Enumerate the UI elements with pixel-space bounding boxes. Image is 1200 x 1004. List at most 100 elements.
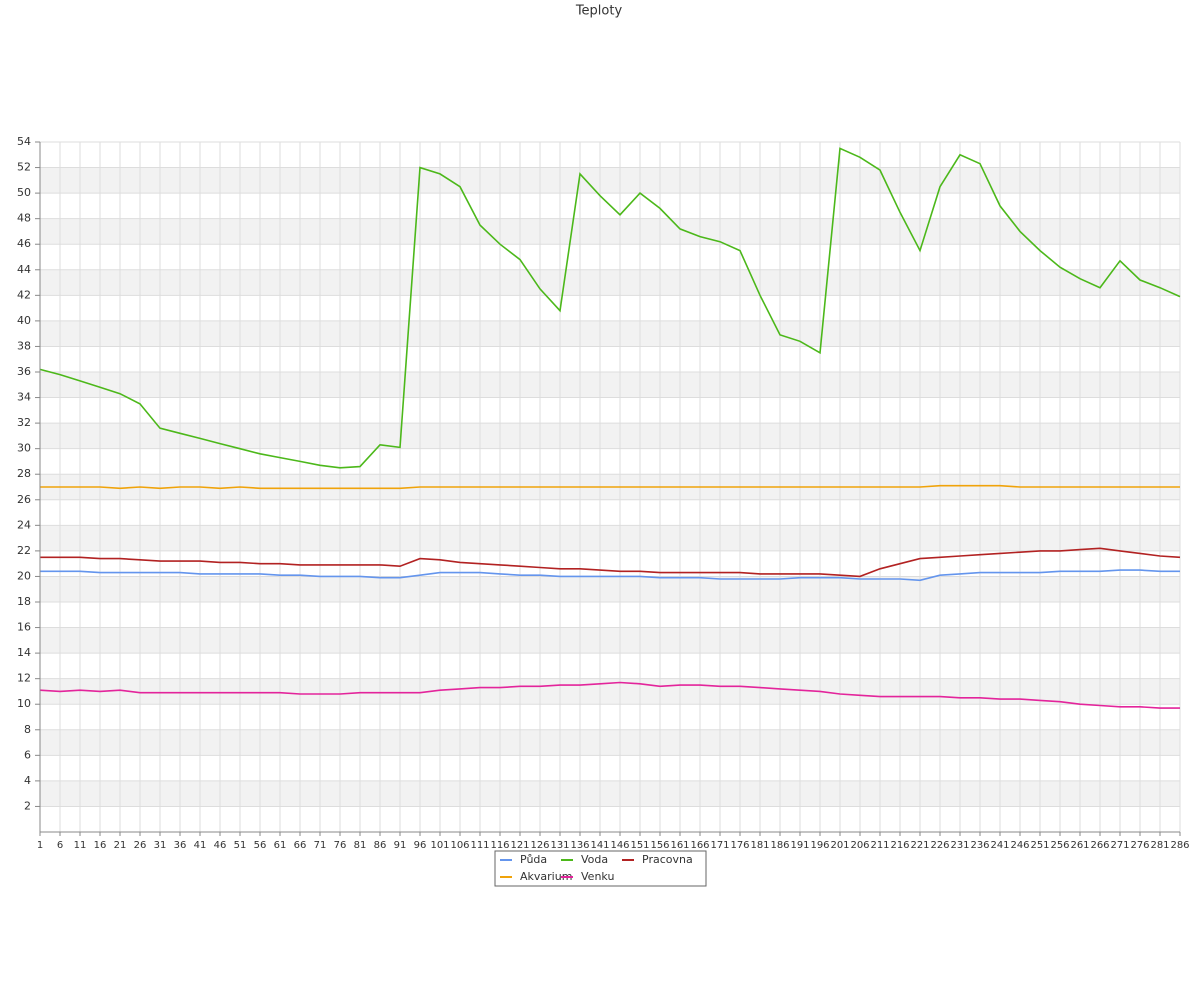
x-tick-label: 21 xyxy=(114,840,127,851)
grid-band xyxy=(40,576,1180,602)
y-tick-label: 44 xyxy=(17,263,31,276)
grid-band xyxy=(40,269,1180,296)
legend-label: Akvarium xyxy=(520,870,572,883)
y-tick-label: 46 xyxy=(17,237,31,250)
y-tick-label: 20 xyxy=(17,569,31,582)
x-tick-label: 241 xyxy=(990,840,1009,851)
x-tick-label: 256 xyxy=(1050,840,1069,851)
y-tick-label: 18 xyxy=(17,595,31,608)
x-tick-label: 66 xyxy=(294,840,307,851)
x-tick-label: 271 xyxy=(1110,840,1129,851)
x-tick-label: 231 xyxy=(950,840,969,851)
x-tick-label: 286 xyxy=(1170,840,1189,851)
y-tick-label: 48 xyxy=(17,212,31,225)
x-tick-label: 161 xyxy=(670,840,689,851)
y-tick-label: 24 xyxy=(17,518,31,531)
legend: Půda Voda Pracovna Akvarium Venku xyxy=(500,853,693,883)
x-tick-label: 206 xyxy=(850,840,869,851)
x-tick-label: 251 xyxy=(1030,840,1049,851)
y-tick-label: 14 xyxy=(17,646,31,659)
y-tick-label: 2 xyxy=(24,799,31,812)
x-tick-label: 101 xyxy=(430,840,449,851)
x-tick-label: 166 xyxy=(690,840,709,851)
x-tick-label: 236 xyxy=(970,840,989,851)
x-tick-label: 126 xyxy=(530,840,549,851)
x-tick-label: 86 xyxy=(374,840,387,851)
x-tick-label: 176 xyxy=(730,840,749,851)
x-tick-label: 1 xyxy=(37,840,43,851)
y-tick-label: 42 xyxy=(17,288,31,301)
series-line xyxy=(40,569,1180,582)
x-tick-label: 136 xyxy=(570,840,589,851)
x-tick-label: 56 xyxy=(254,840,267,851)
x-tick-label: 226 xyxy=(930,840,949,851)
x-tick-label: 116 xyxy=(490,840,509,851)
y-tick-label: 26 xyxy=(17,493,31,506)
x-tick-label: 71 xyxy=(314,840,327,851)
x-tick-label: 246 xyxy=(1010,840,1029,851)
x-tick-label: 36 xyxy=(174,840,187,851)
y-tick-label: 4 xyxy=(24,774,31,787)
x-tick-label: 91 xyxy=(394,840,407,851)
y-tick-label: 6 xyxy=(24,748,31,761)
y-tick-label: 40 xyxy=(17,314,31,327)
x-tick-label: 41 xyxy=(194,840,207,851)
x-tick-label: 211 xyxy=(870,840,889,851)
grid-band xyxy=(40,167,1180,194)
x-tick-label: 106 xyxy=(450,840,469,851)
x-tick-label: 196 xyxy=(810,840,829,851)
x-tick-label: 76 xyxy=(334,840,347,851)
grid-band xyxy=(40,780,1180,807)
x-tick-label: 181 xyxy=(750,840,769,851)
x-tick-label: 31 xyxy=(154,840,167,851)
legend-label: Venku xyxy=(581,870,614,883)
y-tick-label: 32 xyxy=(17,416,31,429)
legend-label: Půda xyxy=(520,853,547,866)
grid-band xyxy=(40,525,1180,551)
x-tick-label: 186 xyxy=(770,840,789,851)
x-tick-label: 81 xyxy=(354,840,367,851)
x-tick-label: 121 xyxy=(510,840,529,851)
x-tick-label: 146 xyxy=(610,840,629,851)
y-tick-label: 50 xyxy=(17,186,31,199)
grid-band xyxy=(40,218,1180,245)
grid-band xyxy=(40,372,1180,398)
y-tick-label: 12 xyxy=(17,672,31,685)
y-tick-label: 38 xyxy=(17,339,31,352)
x-tick-label: 191 xyxy=(790,840,809,851)
legend-label: Pracovna xyxy=(642,853,693,866)
series-line xyxy=(40,547,1181,578)
grid-band xyxy=(40,320,1180,347)
series-line xyxy=(39,681,1180,709)
x-tick-label: 281 xyxy=(1150,840,1169,851)
x-tick-label: 216 xyxy=(890,840,909,851)
grid-band xyxy=(40,729,1180,756)
x-tick-label: 141 xyxy=(590,840,609,851)
legend-label: Voda xyxy=(581,853,608,866)
x-tick-label: 11 xyxy=(74,840,87,851)
grid-band xyxy=(40,423,1180,449)
y-tick-label: 22 xyxy=(17,544,31,557)
x-tick-label: 6 xyxy=(57,840,63,851)
x-tick-label: 96 xyxy=(414,840,427,851)
y-tick-label: 54 xyxy=(17,135,31,148)
y-tick-label: 10 xyxy=(17,697,31,710)
y-tick-label: 30 xyxy=(17,442,31,455)
axes: 2468101214161820222426283032343638404244… xyxy=(17,135,1190,851)
x-tick-label: 171 xyxy=(710,840,729,851)
x-tick-label: 46 xyxy=(214,840,227,851)
x-tick-label: 201 xyxy=(830,840,849,851)
x-tick-label: 266 xyxy=(1090,840,1109,851)
grid-band xyxy=(40,627,1180,654)
series-line xyxy=(39,147,1181,469)
series-line xyxy=(40,484,1180,490)
y-tick-label: 52 xyxy=(17,161,31,174)
y-tick-label: 28 xyxy=(17,467,31,480)
x-tick-label: 156 xyxy=(650,840,669,851)
x-tick-label: 261 xyxy=(1070,840,1089,851)
bands xyxy=(40,167,1180,807)
x-tick-label: 221 xyxy=(910,840,929,851)
x-tick-label: 111 xyxy=(470,840,489,851)
x-tick-label: 61 xyxy=(274,840,287,851)
y-tick-label: 36 xyxy=(17,365,31,378)
